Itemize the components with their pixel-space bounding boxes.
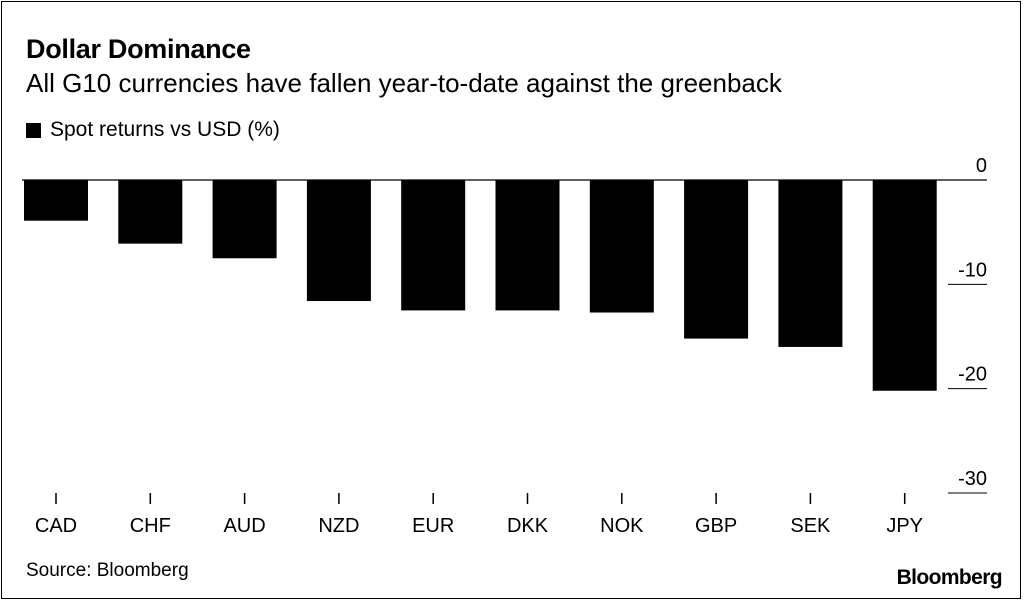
y-tick-label: 0 bbox=[976, 155, 987, 177]
x-tick-label: NOK bbox=[600, 515, 644, 537]
bar-chf bbox=[118, 180, 183, 244]
bar-nzd bbox=[306, 180, 371, 302]
bloomberg-logo: Bloomberg bbox=[896, 566, 1003, 589]
source-note: Source: Bloomberg bbox=[26, 560, 189, 581]
x-tick-label: EUR bbox=[412, 515, 454, 537]
x-tick-label: DKK bbox=[507, 515, 549, 537]
bar-jpy bbox=[872, 180, 937, 391]
bar-nok bbox=[589, 180, 654, 313]
bar-sek bbox=[778, 180, 843, 347]
x-tick-label: AUD bbox=[223, 515, 265, 537]
legend-swatch bbox=[26, 122, 41, 138]
chart-subtitle: All G10 currencies have fallen year-to-d… bbox=[26, 68, 782, 98]
y-tick-label: -30 bbox=[958, 468, 987, 490]
chart-legend: Spot returns vs USD (%) bbox=[26, 118, 280, 142]
bar-gbp bbox=[684, 180, 749, 339]
y-tick-label: -10 bbox=[958, 259, 987, 281]
bar-cad bbox=[24, 180, 88, 221]
bar-dkk bbox=[495, 180, 560, 311]
chart-title: Dollar Dominance bbox=[26, 34, 251, 64]
bar-aud bbox=[212, 180, 277, 259]
x-tick-label: CHF bbox=[130, 515, 171, 537]
x-tick-label: GBP bbox=[695, 515, 737, 537]
x-tick-label: NZD bbox=[318, 515, 359, 537]
x-tick-label: CAD bbox=[35, 515, 77, 537]
x-tick-label: SEK bbox=[790, 515, 831, 537]
y-tick-label: -20 bbox=[958, 364, 987, 386]
legend-label: Spot returns vs USD (%) bbox=[50, 118, 280, 141]
x-tick-label: JPY bbox=[886, 515, 923, 537]
bar-eur bbox=[401, 180, 466, 311]
